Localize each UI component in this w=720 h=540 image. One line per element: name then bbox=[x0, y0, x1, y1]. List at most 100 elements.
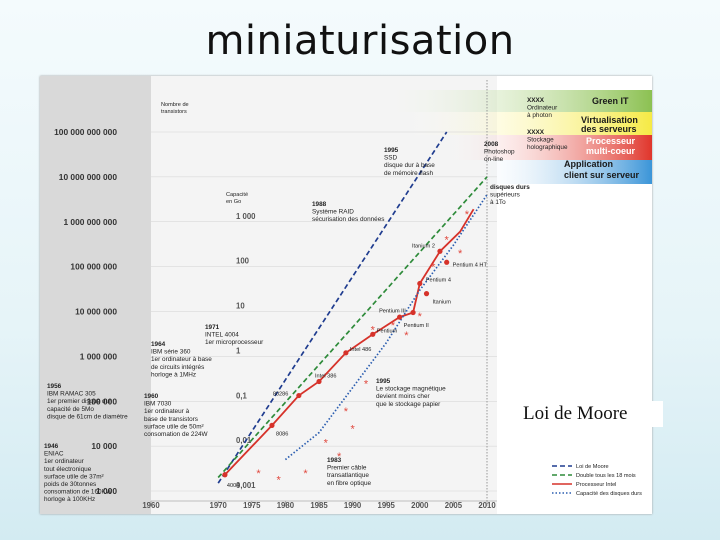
annotation-text: 1995 bbox=[376, 378, 391, 385]
annotation-text: Stockage bbox=[527, 137, 554, 144]
x-tick-label: 2005 bbox=[445, 501, 463, 510]
x-tick-label: 1975 bbox=[243, 501, 261, 510]
band-label: des serveurs bbox=[581, 124, 637, 134]
x-tick-label: 1970 bbox=[210, 501, 228, 510]
annotation-text: transatlantique bbox=[327, 472, 369, 479]
moore-chart: 100 000 000 000 10 000 000 000 1 000 000 0… bbox=[40, 76, 652, 514]
y-axis-title: transistors bbox=[161, 109, 187, 115]
disk-marker: * bbox=[391, 320, 396, 332]
disk-marker: * bbox=[404, 330, 409, 342]
annotation-text: IBM série 360 bbox=[151, 349, 191, 356]
capacity-tick-label: 0,001 bbox=[236, 481, 256, 490]
disk-marker: * bbox=[431, 262, 436, 274]
series-line-4 bbox=[284, 194, 488, 461]
y-tick-label: 100 000 000 bbox=[70, 262, 117, 272]
processor-point bbox=[444, 259, 450, 265]
annotation-text: de mémoire flash bbox=[384, 170, 433, 177]
band-2 bbox=[400, 112, 652, 135]
annotation-text: horloge à 1MHz bbox=[151, 371, 196, 378]
capacity-tick-label: 10 bbox=[236, 302, 245, 311]
annotation-text: que le stockage papier bbox=[376, 401, 441, 408]
annotation-text: Le stockage magnétique bbox=[376, 386, 446, 393]
y-tick-label: 1 000 000 000 bbox=[63, 217, 117, 227]
annotation-text: 1964 bbox=[151, 341, 166, 348]
annotation-text: de circuits intégrés bbox=[151, 364, 204, 371]
y-tick-label: 10 000 000 000 bbox=[59, 172, 118, 182]
annotation-text: disque de 61cm de diamètre bbox=[47, 413, 128, 420]
annotation-text: à photon bbox=[527, 112, 552, 119]
capacity-axis-title: Capacité bbox=[226, 192, 248, 198]
annotation-text: 1988 bbox=[312, 201, 327, 208]
processor-point bbox=[343, 350, 349, 356]
capacity-tick-label: 0,1 bbox=[236, 391, 248, 400]
band-label: Virtualisation bbox=[581, 115, 638, 125]
annotation-text: disques durs bbox=[490, 184, 530, 191]
processor-label: Pentium 4 HT bbox=[453, 262, 488, 268]
capacity-axis-title: en Go bbox=[226, 199, 241, 205]
annotation-text: capacité de 5Mo bbox=[47, 406, 94, 413]
processor-label: Itanium 2 bbox=[412, 243, 435, 249]
processor-point bbox=[269, 422, 275, 428]
band-label: client sur serveur bbox=[564, 170, 640, 180]
disk-marker: * bbox=[324, 438, 329, 450]
capacity-tick-label: 1 000 bbox=[236, 212, 256, 221]
y-axis-title: Nombre de bbox=[161, 102, 189, 108]
legend-label: Loi de Moore bbox=[576, 464, 609, 470]
disk-marker: * bbox=[371, 324, 376, 336]
annotation-text: 1er premier disque dur bbox=[47, 398, 112, 405]
annotation-text: surface utile de 37m² bbox=[44, 473, 104, 480]
annotation-text: base de transistors bbox=[144, 416, 198, 423]
legend-label: Double tous les 18 mois bbox=[576, 473, 636, 479]
disk-marker: * bbox=[337, 451, 342, 463]
processor-point bbox=[423, 291, 430, 297]
annotation-text: holographique bbox=[527, 144, 568, 151]
x-tick-label: 1985 bbox=[310, 501, 328, 510]
capacity-tick-label: 0,01 bbox=[236, 436, 252, 445]
annotation-text: consomation de 160KW bbox=[44, 489, 113, 496]
disk-marker: * bbox=[418, 311, 423, 323]
left-panel bbox=[40, 76, 151, 514]
annotation-text: ENIAC bbox=[44, 451, 64, 458]
disk-marker: * bbox=[364, 378, 369, 390]
annotation-text: 1995 bbox=[384, 147, 399, 154]
annotation-text: devient moins cher bbox=[376, 393, 431, 400]
processor-label: Pentium II bbox=[404, 323, 430, 329]
annotation-text: disque dur à base bbox=[384, 162, 435, 169]
annotation-text: à 1To bbox=[490, 199, 506, 206]
annotation-text: 1946 bbox=[44, 443, 59, 450]
slide-title: miniaturisation bbox=[205, 18, 515, 64]
band-4 bbox=[470, 160, 652, 184]
processor-label: Pentium 4 bbox=[426, 278, 451, 284]
series-line-2 bbox=[217, 176, 488, 479]
processor-point bbox=[437, 248, 443, 254]
moore-chart-svg: 100 000 000 000 10 000 000 000 1 000 000 0… bbox=[40, 76, 652, 514]
y-tick-label: 1 000 bbox=[96, 486, 117, 496]
disk-marker: * bbox=[344, 406, 349, 418]
annotation-text: XXXX bbox=[527, 97, 545, 104]
annotation-text: 1er ordinateur bbox=[44, 458, 85, 465]
y-tick-label: 10 000 bbox=[91, 441, 117, 451]
series-line-3 bbox=[224, 208, 475, 476]
disk-marker: * bbox=[277, 475, 282, 487]
band-label: Green IT bbox=[592, 96, 629, 106]
capacity-tick-label: 100 bbox=[236, 257, 250, 266]
annotation-text: INTEL 4004 bbox=[205, 332, 239, 339]
series-line-1 bbox=[217, 131, 448, 484]
processor-label: 80286 bbox=[273, 392, 289, 398]
annotation-text: Ordinateur bbox=[527, 105, 558, 112]
annotation-text: 1er ordinateur à bbox=[144, 408, 190, 415]
x-tick-label: 2000 bbox=[411, 501, 429, 510]
annotation-text: IBM RAMAC 305 bbox=[47, 391, 96, 398]
annotation-text: poids de 30tonnes bbox=[44, 481, 96, 488]
annotation-text: 1er ordinateur à base bbox=[151, 356, 212, 363]
legend-label: Processeur Intel bbox=[576, 482, 616, 488]
band-3 bbox=[440, 135, 652, 160]
x-tick-label: 2010 bbox=[478, 501, 496, 510]
disk-marker: * bbox=[303, 468, 308, 480]
disk-marker: * bbox=[458, 248, 463, 260]
annotation-text: 1971 bbox=[205, 324, 220, 331]
processor-label: Intel 386 bbox=[315, 374, 336, 380]
disk-marker: * bbox=[445, 235, 450, 247]
processor-point bbox=[296, 392, 302, 399]
annotation-text: 2008 bbox=[484, 141, 499, 148]
